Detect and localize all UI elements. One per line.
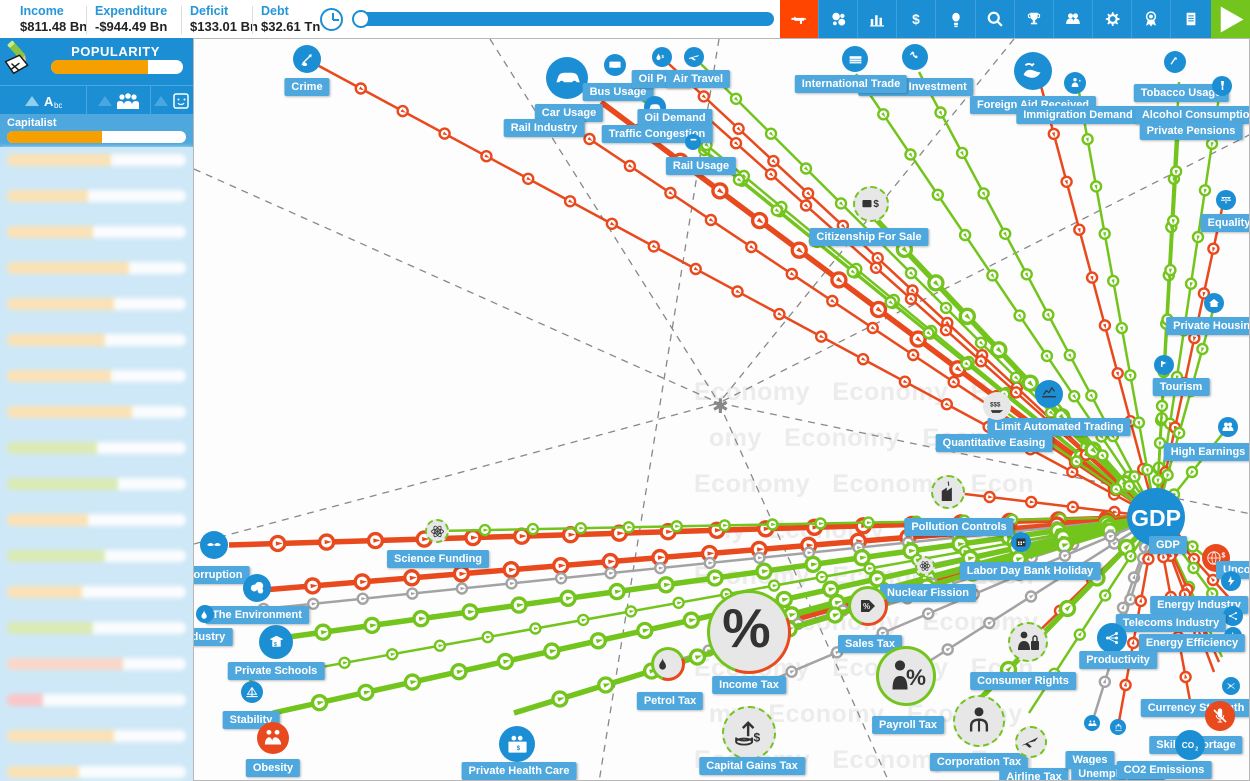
svg-text:2: 2: [1195, 746, 1198, 752]
svg-text:CO: CO: [1182, 741, 1195, 750]
svg-text:$: $: [912, 12, 920, 27]
svg-text:$: $: [273, 641, 276, 647]
svg-text:$$$: $$$: [990, 402, 1001, 409]
svg-text:GDP: GDP: [1131, 505, 1181, 531]
svg-text:A: A: [44, 94, 54, 109]
svg-text:$: $: [662, 54, 665, 59]
svg-text:bc: bc: [54, 101, 62, 109]
svg-text:$: $: [873, 199, 879, 210]
svg-text:%: %: [906, 665, 926, 690]
svg-text:%: %: [722, 599, 770, 659]
svg-text:$: $: [753, 730, 760, 744]
svg-text:✱: ✱: [712, 396, 729, 418]
svg-text:$: $: [1222, 552, 1226, 559]
svg-text:$: $: [516, 744, 520, 751]
svg-text:%: %: [863, 602, 870, 611]
